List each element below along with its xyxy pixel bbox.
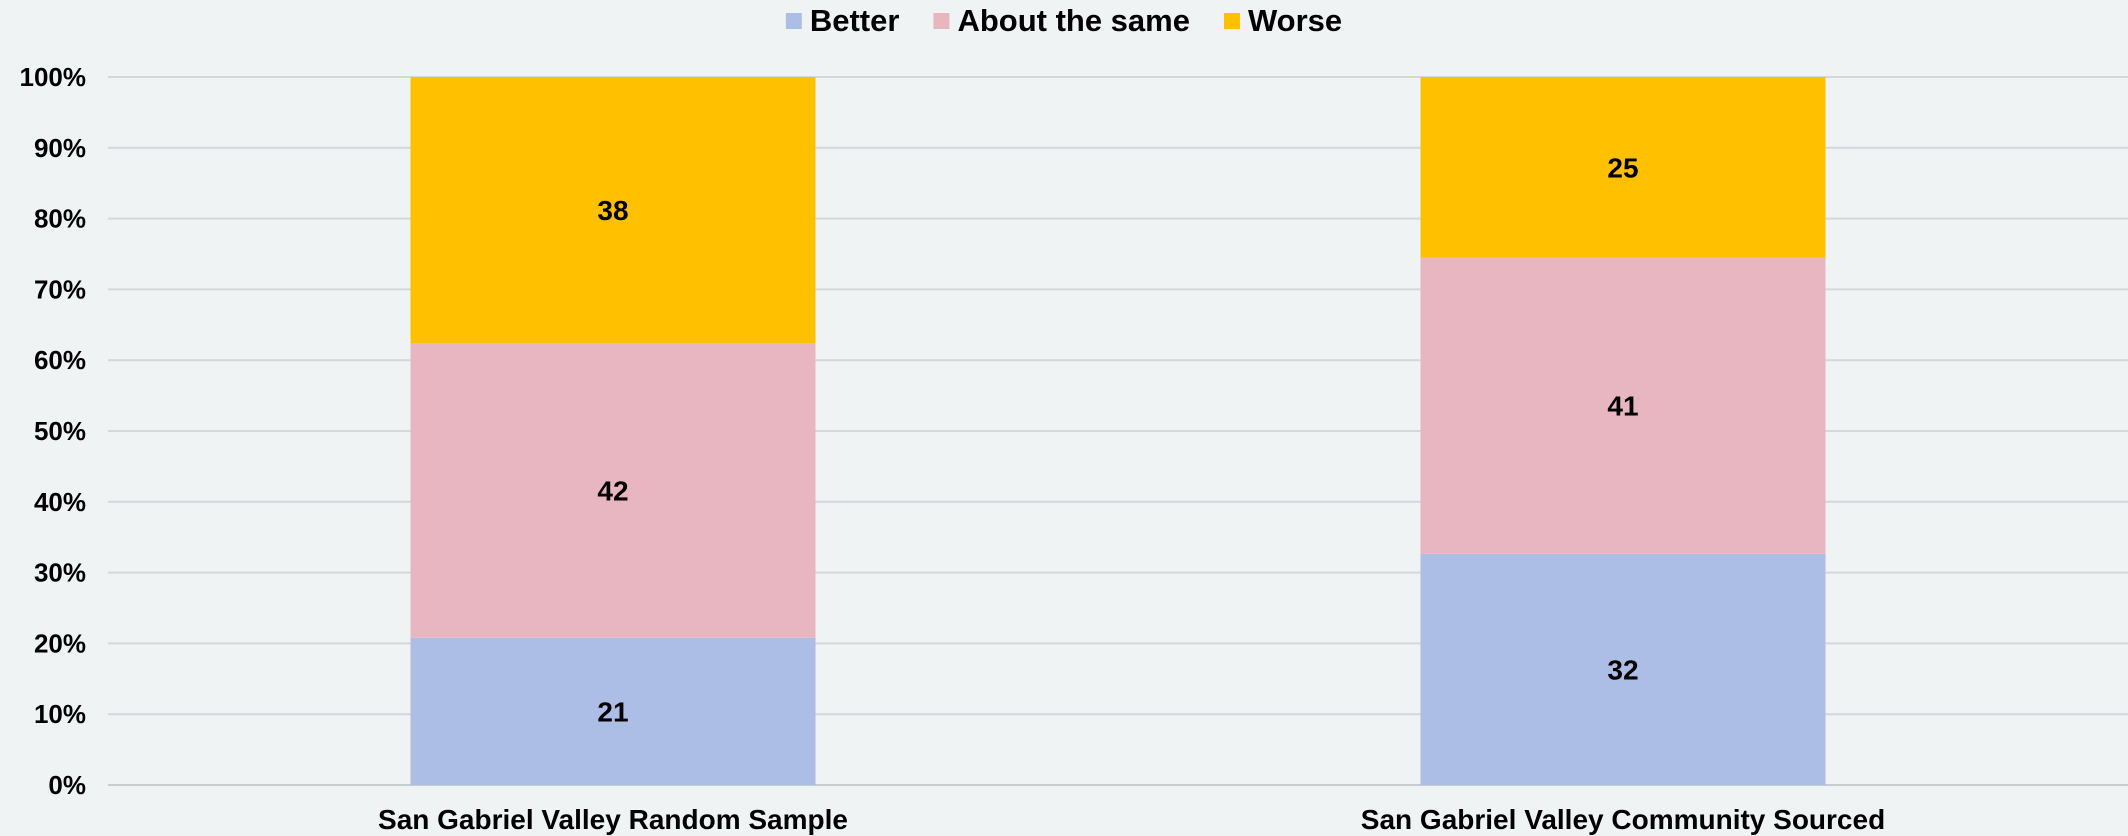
y-tick-label-50: 50% [34, 416, 86, 446]
y-tick-label-10: 10% [34, 699, 86, 729]
y-tick-label-60: 60% [34, 345, 86, 375]
bars: 21 42 38 32 41 25 [410, 77, 1826, 785]
y-tick-label-30: 30% [34, 558, 86, 588]
data-label-worse-1: 38 [597, 195, 628, 226]
bar-worse-1 [410, 77, 816, 344]
y-tick-label-100: 100% [20, 62, 87, 92]
y-tick-label-40: 40% [34, 487, 86, 517]
legend-item-worse: Worse [1223, 3, 1342, 38]
x-category-label-2: San Gabriel Valley Community Sourced [1361, 804, 1885, 835]
legend: Better About the same Worse [785, 3, 1342, 38]
legend-label-worse: Worse [1248, 3, 1342, 38]
legend-label-about-the-same: About the same [957, 3, 1190, 38]
data-label-better-2: 32 [1607, 654, 1638, 685]
bar-about-the-same-2 [1420, 257, 1826, 554]
legend-label-better: Better [810, 3, 900, 38]
legend-item-better: Better [785, 3, 900, 38]
bar-better-1 [410, 637, 816, 785]
x-category-label-1: San Gabriel Valley Random Sample [378, 804, 848, 835]
x-axis: San Gabriel Valley Random Sample San Gabr… [378, 804, 1885, 835]
data-label-worse-2: 25 [1607, 152, 1638, 183]
y-axis: 0% 10% 20% 30% 40% 50% 60% 70% 80% 90% 100% [20, 62, 87, 800]
data-label-about-the-same-1: 42 [597, 476, 628, 507]
bar-about-the-same-1 [410, 343, 816, 638]
data-label-better-1: 21 [597, 696, 628, 727]
legend-item-about-the-same: About the same [933, 3, 1190, 38]
y-tick-label-90: 90% [34, 133, 86, 163]
data-label-about-the-same-2: 41 [1607, 391, 1638, 422]
y-tick-label-80: 80% [34, 204, 86, 234]
legend-swatch-worse [1223, 13, 1240, 29]
y-tick-label-70: 70% [34, 274, 86, 304]
legend-swatch-about-the-same [933, 13, 950, 29]
y-tick-label-0: 0% [48, 770, 86, 800]
bar-worse-2 [1420, 77, 1826, 258]
legend-swatch-better [785, 13, 802, 29]
y-tick-label-20: 20% [34, 628, 86, 658]
bar-better-2 [1420, 553, 1826, 785]
